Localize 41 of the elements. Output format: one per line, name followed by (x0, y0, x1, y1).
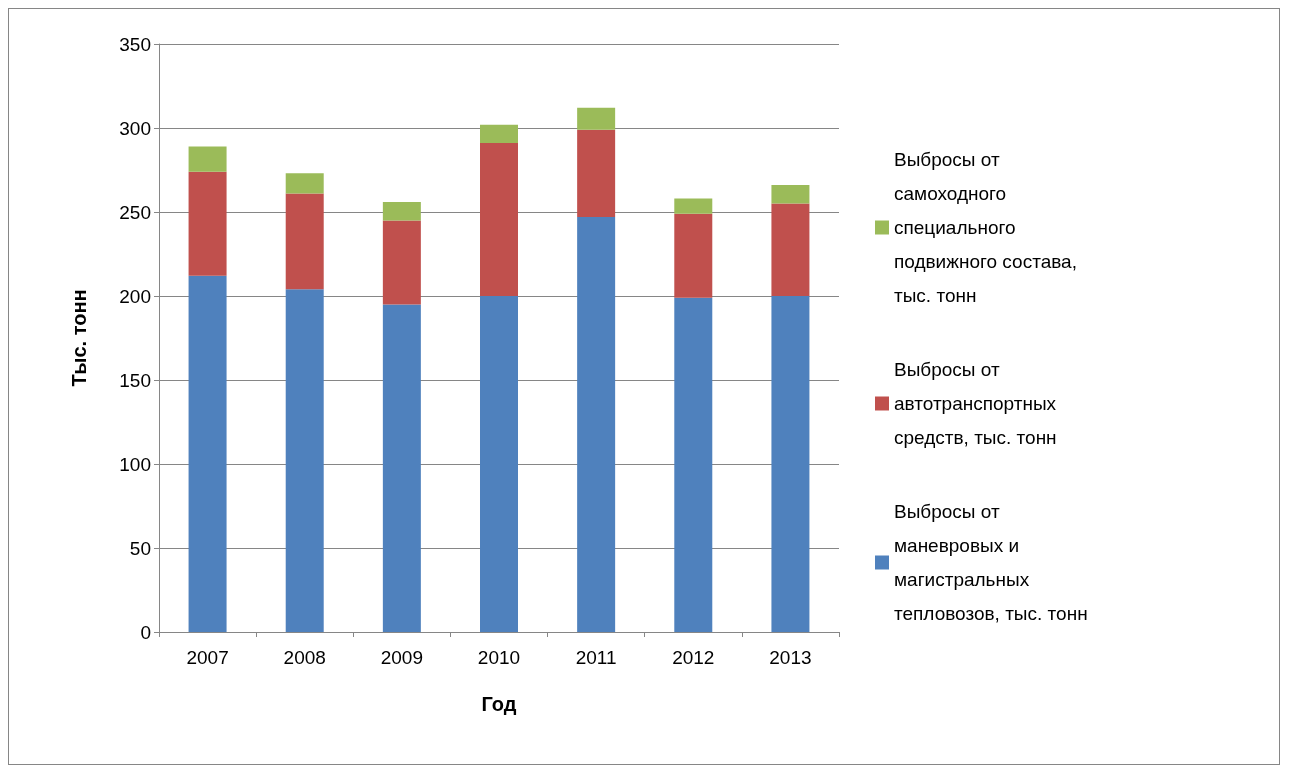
y-tick-label: 150 (119, 369, 151, 391)
bar (577, 217, 616, 632)
bar (382, 201, 421, 221)
x-tick-label: 2010 (477, 647, 521, 668)
y-tick-label: 300 (119, 117, 151, 139)
y-tick-label: 350 (119, 33, 151, 55)
bar (577, 107, 616, 130)
x-tick-label: 2007 (186, 647, 229, 668)
x-tick-label: 2008 (283, 647, 326, 668)
legend-label: Выбросы от автотранспортных средств, тыс. тонн (894, 359, 1062, 448)
y-tick-label: 50 (129, 537, 151, 559)
bar (771, 203, 810, 296)
x-tick-label: 2012 (672, 647, 715, 668)
x-tick-label: 2011 (575, 647, 617, 668)
bar (285, 193, 324, 290)
y-tick-label: 200 (119, 285, 151, 307)
bar (674, 297, 713, 632)
bar (382, 304, 421, 632)
bar (480, 143, 518, 296)
bar (382, 220, 421, 305)
bar (674, 198, 713, 214)
bar (480, 296, 518, 632)
bar (771, 296, 810, 632)
x-axis-title: Год (481, 693, 517, 715)
bar (480, 124, 518, 144)
legend-label: Выбросы от самоходного специального подвижного состава, тыс. тонн (894, 149, 1083, 306)
y-tick-label: 250 (119, 201, 151, 223)
x-tick-label: 2009 (380, 647, 423, 668)
y-tick-label: 100 (119, 453, 151, 475)
bar (188, 146, 227, 172)
y-tick-label: 0 (140, 621, 151, 643)
legend-label: Выбросы от маневровых и магистральных тепловозов, тыс. тонн (894, 501, 1088, 624)
bar (285, 173, 324, 194)
bar (577, 129, 616, 218)
y-axis-title: Тыс. тонн (68, 289, 90, 387)
bar (188, 275, 227, 632)
x-tick-label: 2013 (769, 647, 812, 668)
bar (188, 171, 227, 276)
bar (674, 213, 713, 298)
bar (771, 185, 810, 204)
bar (285, 289, 324, 632)
